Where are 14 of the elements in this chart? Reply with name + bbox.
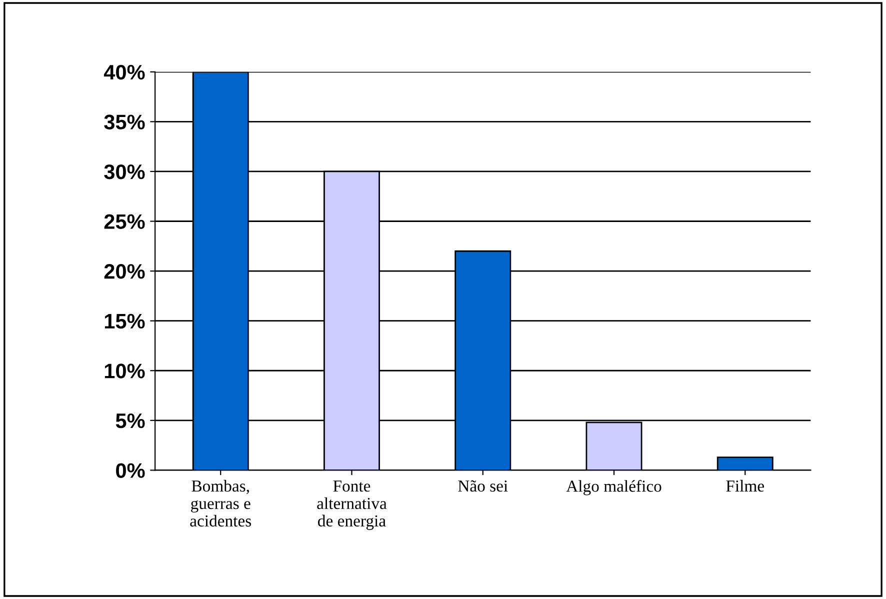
y-tick-label: 0% bbox=[116, 463, 145, 478]
x-tick-label: Fonte alternativa de energia bbox=[317, 480, 387, 530]
y-tick-label: 5% bbox=[116, 413, 145, 428]
y-tick-label: 25% bbox=[104, 214, 145, 230]
y-tick-label: 30% bbox=[104, 164, 145, 180]
y-tick-label: 40% bbox=[104, 64, 145, 80]
x-tick-label: Não sei bbox=[458, 480, 508, 492]
x-tick-label: Bombas, guerras e acidentes bbox=[190, 480, 252, 527]
y-tick-label: 15% bbox=[104, 314, 145, 329]
y-tick-label: 35% bbox=[104, 114, 145, 130]
y-tick-label: 20% bbox=[104, 264, 145, 279]
x-tick-label: Filme bbox=[726, 480, 764, 492]
x-tick-label: Algo maléfico bbox=[566, 480, 662, 496]
y-tick-label: 10% bbox=[104, 364, 145, 378]
